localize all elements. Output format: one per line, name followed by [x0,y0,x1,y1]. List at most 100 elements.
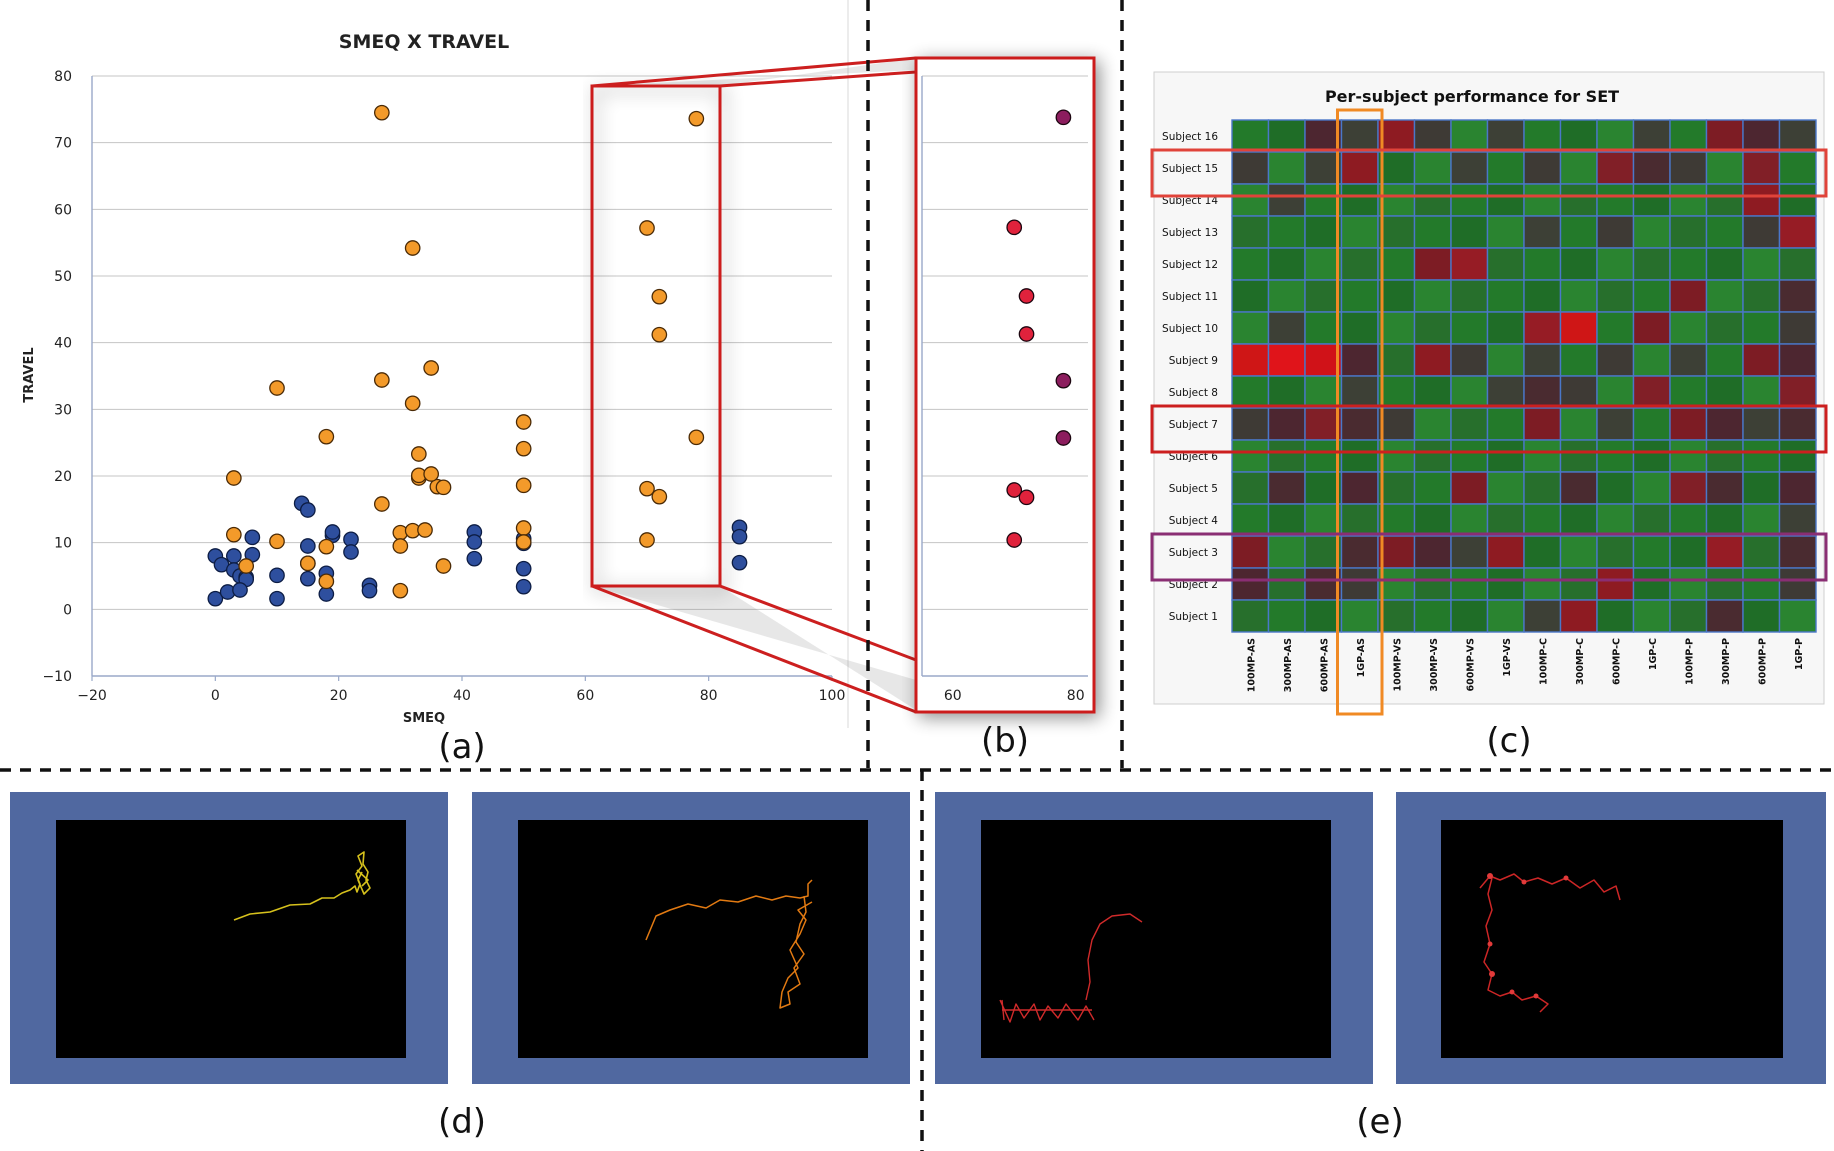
heatmap-cell [1231,247,1270,281]
heatmap-cell [1632,247,1671,281]
heatmap-row-label: Subject 4 [1169,515,1219,527]
heatmap-row-label: Subject 8 [1169,387,1218,399]
data-point-orange [515,477,532,494]
data-point-blue [324,524,341,540]
heatmap-column-label: 100MP-VS [1392,638,1403,692]
data-point-blue [343,544,359,560]
data-point-blue [731,528,748,545]
heatmap-cell [1559,471,1598,505]
data-point-orange [639,220,655,236]
heatmap-cell [1778,343,1817,377]
x-tick-label: 60 [944,688,962,704]
heatmap-cell [1450,215,1489,249]
heatmap-cell [1304,311,1343,345]
y-tick-label: 60 [54,202,72,218]
heatmap-cell [1705,119,1744,153]
data-point-blue [361,582,378,599]
heatmap-cell [1523,535,1562,569]
heatmap-cell [1450,567,1489,601]
heatmap-cell [1523,183,1562,217]
data-point-orange [225,526,242,543]
heatmap-cell [1559,183,1598,217]
data-point-orange [404,395,421,412]
heatmap-cell [1778,535,1817,569]
heatmap-cell [1340,599,1379,633]
heatmap-cell [1304,375,1343,409]
data-point-orange [515,520,532,536]
heatmap-cell [1742,535,1781,569]
heatmap-cell [1450,439,1489,473]
heatmap-column-label: 300MP-P [1721,638,1732,685]
heatmap-cell [1267,471,1306,505]
heatmap-cell [1413,183,1452,217]
x-tick-label: −20 [77,688,107,704]
data-point-orange [410,446,427,462]
heatmap-cell [1523,279,1562,313]
heatmap-cell [1632,375,1671,409]
data-point-red [1006,482,1023,498]
heatmap-cell [1778,503,1817,537]
zoom-connector-line [591,56,917,88]
heatmap-cell [1231,343,1270,377]
data-point-red [1006,532,1023,548]
heatmap-cell [1413,215,1452,249]
heatmap-cell [1450,119,1489,153]
zoom-connector-line [719,70,917,88]
heatmap-cell [1304,503,1343,537]
y-tick-label: 20 [54,469,72,485]
x-tick-labels: −20 0 20 40 60 80 100 [77,688,845,704]
heatmap-cell [1231,151,1270,185]
data-point-blue [244,529,261,546]
heatmap-cell [1596,439,1635,473]
highlight-row-subject-7 [1150,404,1828,454]
y-tick-label: −10 [42,669,72,685]
heatmap-cell [1450,471,1489,505]
heatmap-cell [1632,311,1671,345]
heatmap-cell [1231,471,1270,505]
data-point-blue [731,554,748,571]
data-point-blue [299,570,316,587]
heatmap-cell [1231,119,1270,153]
heatmap-cell [1596,375,1635,409]
heatmap-cell [1340,343,1379,377]
heatmap-column-labels: 100MP-AS 300MP-AS 600MP-AS 1GP-AS 100MP-VS 30… [1246,638,1805,692]
heatmap-cell [1304,183,1343,217]
heatmap-row-label: Subject 2 [1169,579,1218,591]
heatmap-cell [1413,247,1452,281]
heatmap-cell [1413,535,1452,569]
heatmap-cell [1742,407,1781,441]
y-tick-labels: −10 0 10 20 30 40 50 60 70 80 [42,69,72,685]
data-point-orange [651,326,668,343]
heatmap-cell [1486,215,1525,249]
data-point-blue [232,582,248,598]
data-point-orange [435,479,452,496]
heatmap-cell [1340,215,1379,249]
data-point-blue [299,502,316,518]
data-point-orange [238,558,255,574]
heatmap-cell [1304,343,1343,377]
y-axis-title: TRAVEL [22,347,37,402]
heatmap-column-label: 600MP-P [1757,638,1768,685]
heatmap-row-label: Subject 3 [1169,547,1218,559]
data-point-orange [423,466,440,482]
heatmap-cell [1742,247,1781,281]
heatmap-cell [1377,311,1416,345]
heatmap-row-label: Subject 12 [1162,259,1218,271]
heatmap-cell [1778,183,1817,217]
heatmap-column-label: 1GP-AS [1356,638,1367,677]
y-tick-label: 0 [63,602,72,618]
heatmap-cell [1778,375,1817,409]
heatmap-cell [1340,375,1379,409]
heatmap-cell [1559,215,1598,249]
heatmap-row-label: Subject 5 [1169,483,1218,495]
data-point-orange [404,240,421,256]
heatmap-cell [1486,503,1525,537]
heatmap-cell [1413,279,1452,313]
heatmap-cell [1231,311,1270,345]
highlight-row-subject-15 [1150,148,1828,198]
heatmap-cell [1340,567,1379,601]
heatmap-cell [1340,119,1379,153]
heatmap-cell [1413,599,1452,633]
heatmap-row-label: Subject 15 [1162,163,1218,175]
x-tick-label: 100 [819,688,846,704]
